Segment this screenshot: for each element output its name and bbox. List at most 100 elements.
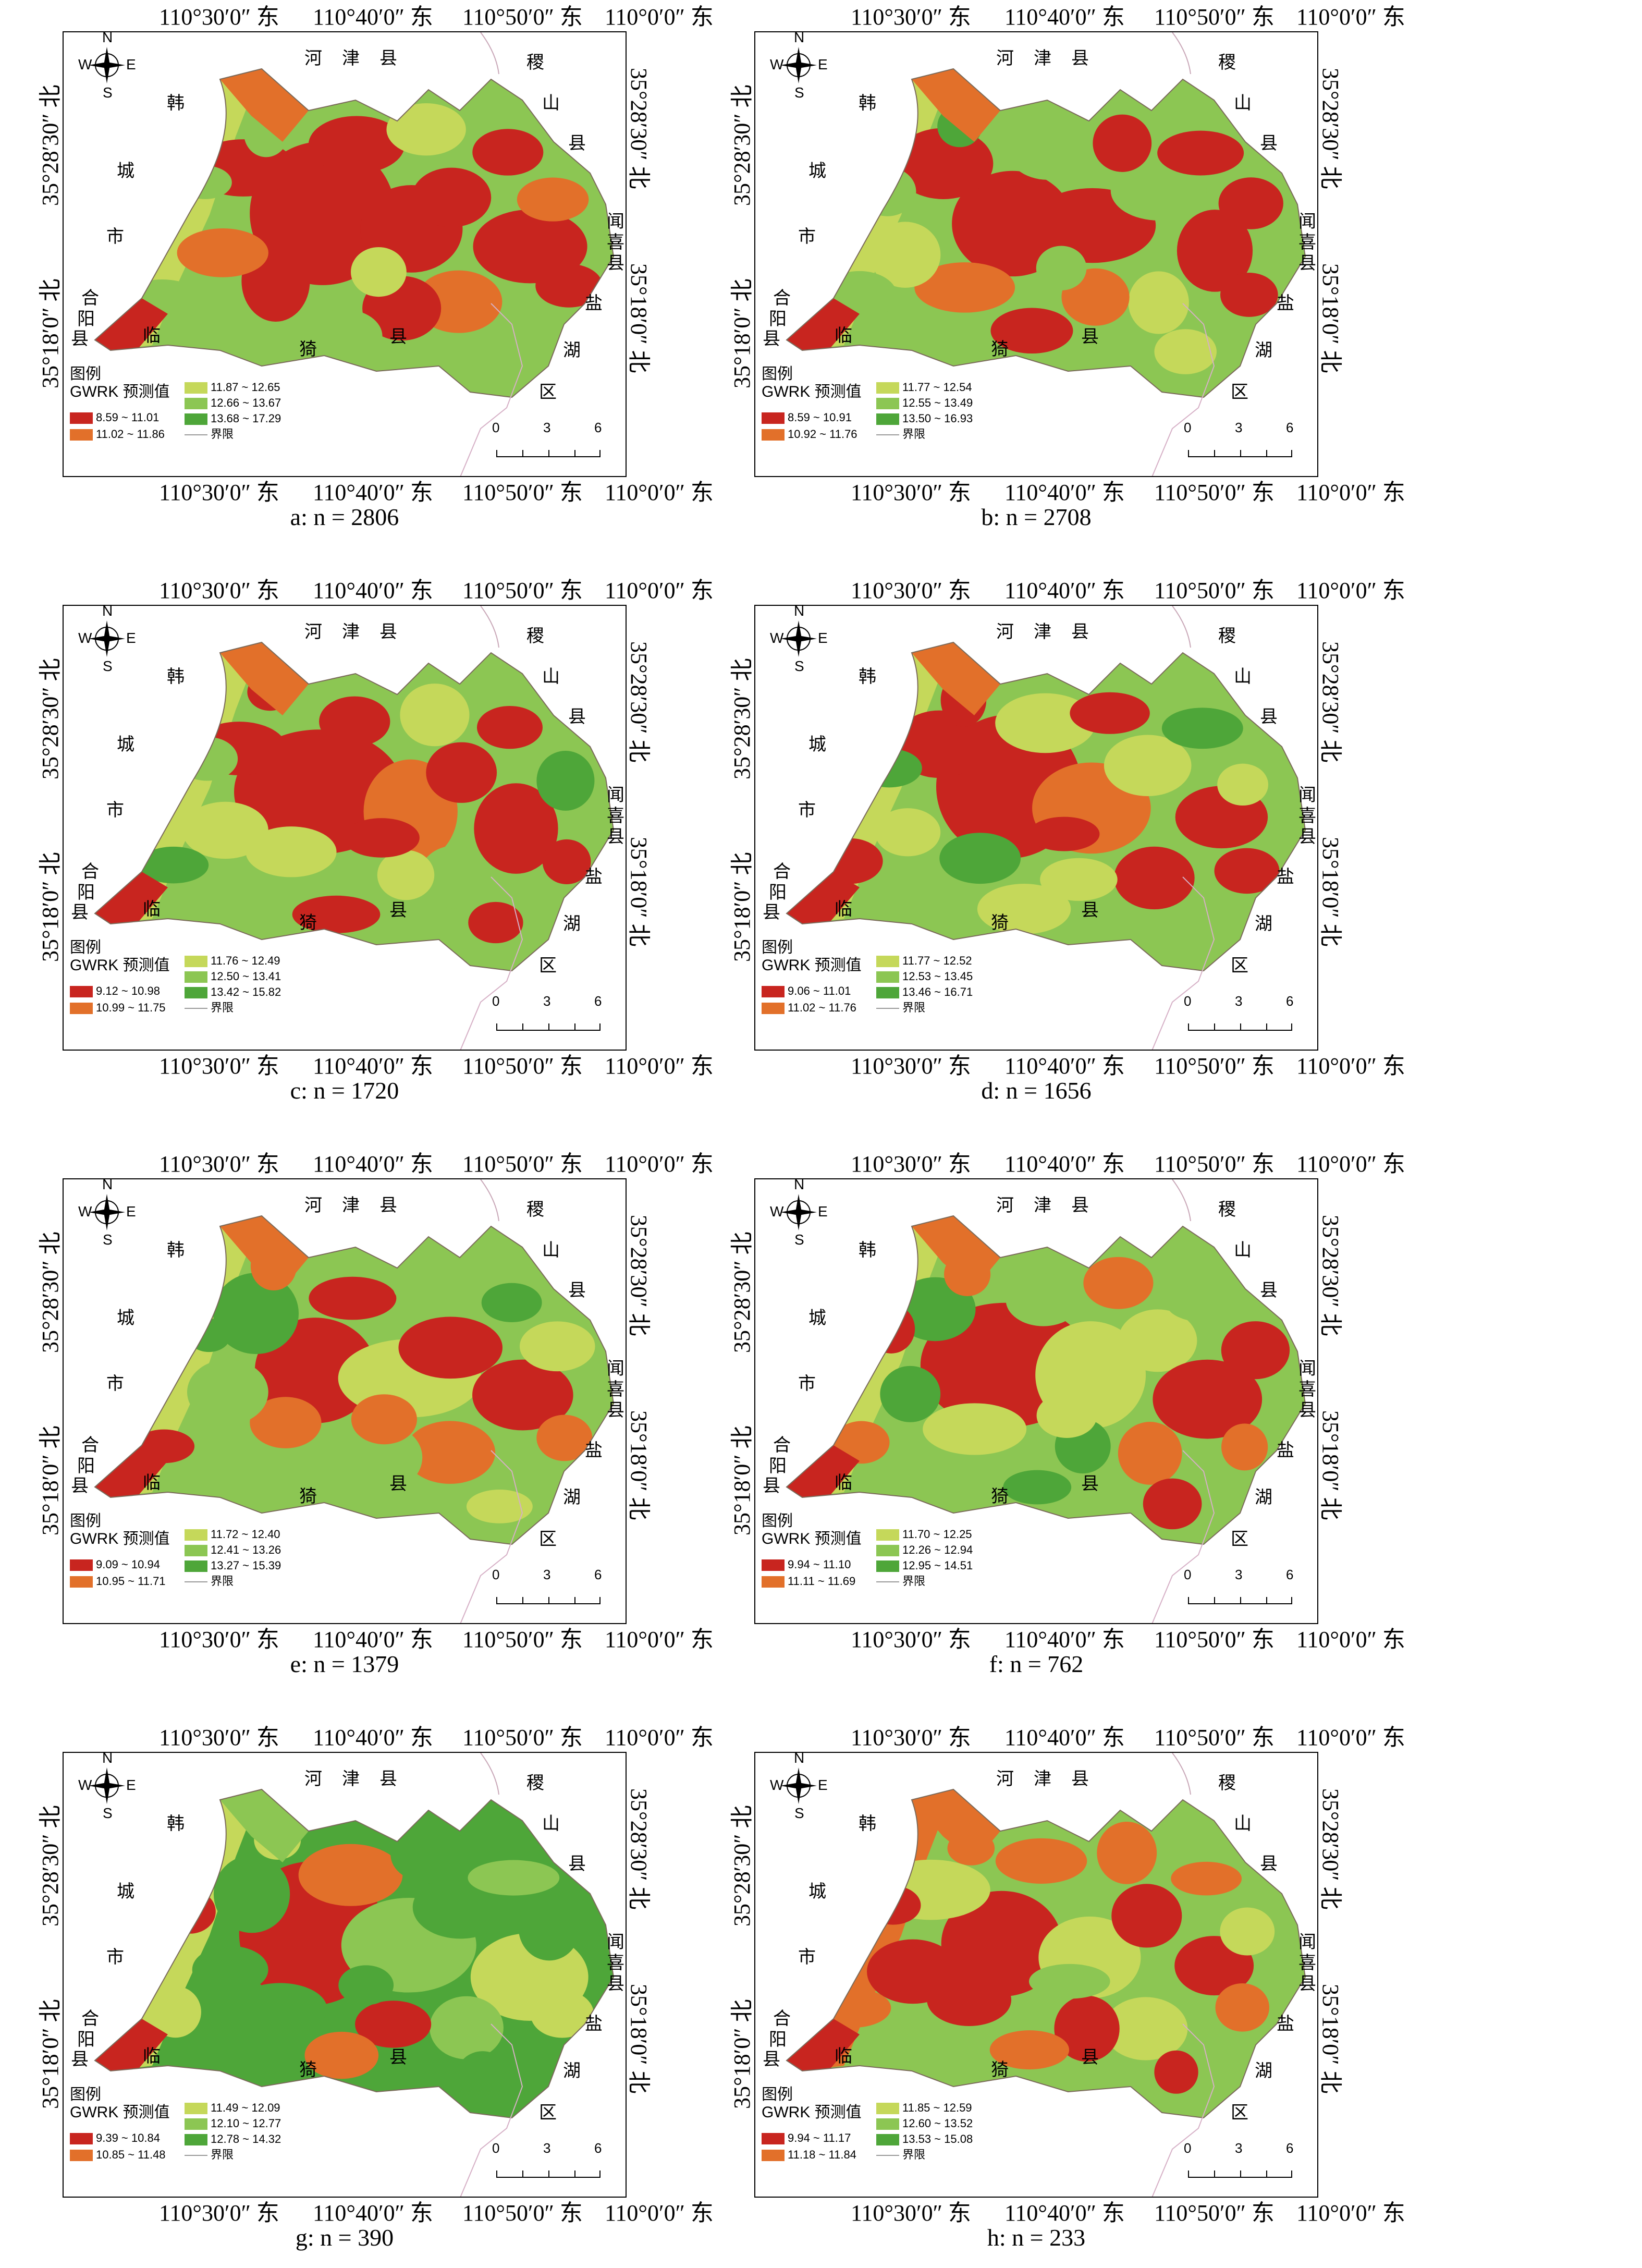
bottom-lon-1: 110°30′0″ 东 — [159, 1627, 279, 1652]
river-line — [1172, 1753, 1191, 1795]
scale-bar: 0 3 6 — [1184, 1567, 1298, 1614]
label-heyang-3: 县 — [763, 1476, 780, 1496]
surface-patch — [536, 750, 595, 811]
river-line — [1172, 32, 1191, 75]
surface-patch — [995, 1838, 1087, 1884]
compass-w: W — [770, 630, 784, 646]
label-yanhu-2: 湖 — [563, 340, 581, 361]
label-linyi-2: 猗 — [991, 339, 1009, 360]
label-hancheng-2: 城 — [117, 734, 134, 755]
label-hancheng-1: 韩 — [167, 1813, 185, 1834]
label-hejin-3: 县 — [1071, 621, 1089, 642]
label-jishan-1: 稷 — [1218, 52, 1236, 73]
compass-n: N — [102, 1752, 113, 1766]
north-strip — [220, 1216, 309, 1289]
legend-item-boundary: 界限 — [876, 428, 925, 441]
top-lon-3: 110°50′0″ 东 — [462, 4, 583, 30]
lat-left-upper: 35°28′30″ 北 — [729, 84, 755, 206]
river-line — [1172, 1179, 1191, 1222]
label-wenxi-1: 闻 — [1298, 1932, 1316, 1953]
lat-right-lower: 35°18′0″ 北 — [626, 263, 652, 373]
label-hancheng-3: 市 — [106, 800, 124, 821]
north-strip — [912, 1216, 1000, 1289]
bottom-lon-1: 110°30′0″ 东 — [159, 2200, 279, 2226]
surface-patch — [880, 1365, 941, 1422]
surface-patch — [481, 1283, 542, 1322]
legend-item-5: 13.42 ~ 15.82 — [185, 985, 281, 999]
surface-patch — [535, 264, 603, 308]
north-strip — [912, 69, 1000, 142]
legend-item-3: 11.72 ~ 12.40 — [185, 1528, 280, 1541]
legend-item-boundary: 界限 — [185, 428, 234, 441]
compass: N S W E — [770, 1179, 828, 1251]
label-hancheng-2: 城 — [808, 1308, 826, 1328]
surface-patch — [517, 177, 589, 222]
compass-w: W — [78, 1203, 92, 1220]
surface-patch — [305, 309, 383, 363]
label-jishan-2: 山 — [542, 666, 560, 687]
legend-swatch-4 — [185, 398, 207, 410]
bottom-lon-3: 110°50′0″ 东 — [1154, 1053, 1275, 1079]
legend-range-1: 8.59 ~ 11.01 — [96, 411, 160, 424]
label-yanhu-1: 盐 — [585, 293, 603, 314]
surface-patch — [1036, 246, 1087, 290]
label-linyi-2: 猗 — [299, 912, 317, 933]
label-jishan-3: 县 — [1260, 1280, 1278, 1301]
legend-item-5: 12.95 ~ 14.51 — [876, 1559, 973, 1572]
surface-patch — [474, 783, 558, 874]
surface-patch — [1006, 1273, 1081, 1326]
label-wenxi-1: 闻 — [607, 1358, 624, 1379]
label-hejin-1: 河 — [996, 1195, 1014, 1216]
compass-w: W — [78, 56, 92, 72]
scale-label-3: 3 — [1235, 2140, 1243, 2156]
legend-boundary-label: 界限 — [211, 1575, 234, 1588]
surface-patch — [1093, 114, 1152, 172]
county-boundary-line — [460, 303, 523, 476]
surface-patch — [377, 850, 435, 900]
label-hejin-1: 河 — [996, 621, 1014, 642]
label-hejin-2: 津 — [342, 48, 360, 69]
lat-left-upper: 35°28′30″ 北 — [729, 1231, 755, 1353]
label-wenxi-3: 县 — [1298, 253, 1316, 274]
legend-swatch-3 — [876, 956, 899, 968]
scale-bar-line — [1188, 2171, 1292, 2178]
legend-swatch-3 — [185, 1529, 207, 1541]
legend-range-4: 12.66 ~ 13.67 — [211, 396, 281, 409]
scale-bar-line — [1188, 450, 1292, 457]
label-wenxi-3: 县 — [1298, 1973, 1316, 1994]
bottom-lon-4: 110°0′0″ 东 — [1296, 1053, 1405, 1079]
legend-range-2: 11.02 ~ 11.76 — [788, 1001, 856, 1014]
label-yanhu-3: 区 — [539, 382, 557, 403]
label-heyang-1: 合 — [773, 1435, 791, 1456]
legend-swatch-1 — [762, 986, 785, 998]
surface-patch — [1054, 1995, 1120, 2062]
label-hejin-1: 河 — [304, 1195, 322, 1216]
surface-patch — [989, 2030, 1070, 2070]
legend-swatch-4 — [876, 398, 899, 410]
legend-swatch-1 — [70, 986, 93, 998]
scale-bar: 0 3 6 — [492, 1567, 607, 1614]
surface-patch — [1097, 1821, 1157, 1884]
surface-patch — [1040, 858, 1118, 901]
surface-patch — [386, 103, 466, 156]
surface-patch — [856, 748, 922, 788]
bottom-lon-1: 110°30′0″ 东 — [159, 480, 279, 505]
compass-rose-icon — [780, 620, 817, 657]
region-boundary — [786, 1788, 1306, 2119]
scale-bar: 0 3 6 — [492, 420, 607, 467]
label-hancheng-1: 韩 — [859, 1240, 876, 1261]
label-yanhu-3: 区 — [1231, 955, 1248, 976]
surface-patch — [468, 1860, 560, 1896]
legend-item-boundary: 界限 — [876, 1001, 925, 1015]
lat-right-upper: 35°28′30″ 北 — [1318, 68, 1343, 189]
surface-patch — [355, 2001, 432, 2048]
legend-item-boundary: 界限 — [876, 1575, 925, 1588]
label-hancheng-1: 韩 — [167, 1240, 185, 1261]
scale-bar: 0 3 6 — [1184, 2140, 1298, 2187]
north-strip — [220, 69, 309, 142]
legend-swatch-5 — [185, 1560, 207, 1572]
lat-right-upper: 35°28′30″ 北 — [626, 641, 652, 763]
label-linyi-3: 县 — [1081, 2047, 1099, 2068]
compass-s: S — [103, 658, 113, 674]
label-jishan-3: 县 — [568, 133, 586, 154]
